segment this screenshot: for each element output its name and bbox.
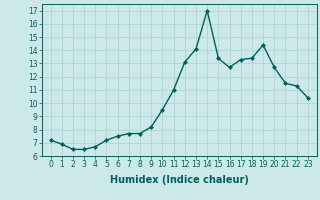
X-axis label: Humidex (Indice chaleur): Humidex (Indice chaleur)	[110, 175, 249, 185]
